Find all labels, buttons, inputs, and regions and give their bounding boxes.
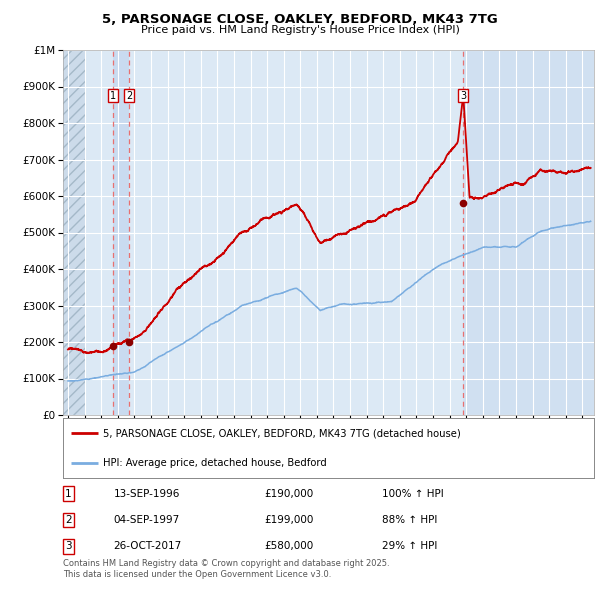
Text: 3: 3 [460, 91, 466, 101]
Text: Price paid vs. HM Land Registry's House Price Index (HPI): Price paid vs. HM Land Registry's House … [140, 25, 460, 35]
Text: £580,000: £580,000 [265, 542, 314, 552]
Text: 88% ↑ HPI: 88% ↑ HPI [382, 515, 437, 525]
Bar [113, 50, 129, 415]
Bar [463, 50, 594, 415]
Text: 5, PARSONAGE CLOSE, OAKLEY, BEDFORD, MK43 7TG: 5, PARSONAGE CLOSE, OAKLEY, BEDFORD, MK4… [102, 13, 498, 26]
Text: 2: 2 [126, 91, 132, 101]
Text: 29% ↑ HPI: 29% ↑ HPI [382, 542, 437, 552]
Text: 04-SEP-1997: 04-SEP-1997 [113, 515, 179, 525]
Text: 2: 2 [65, 515, 71, 525]
Text: 5, PARSONAGE CLOSE, OAKLEY, BEDFORD, MK43 7TG (detached house): 5, PARSONAGE CLOSE, OAKLEY, BEDFORD, MK4… [103, 428, 461, 438]
Text: Contains HM Land Registry data © Crown copyright and database right 2025.
This d: Contains HM Land Registry data © Crown c… [63, 559, 389, 579]
Text: £190,000: £190,000 [265, 489, 314, 499]
Text: HPI: Average price, detached house, Bedford: HPI: Average price, detached house, Bedf… [103, 458, 326, 468]
Text: 100% ↑ HPI: 100% ↑ HPI [382, 489, 443, 499]
Text: 26-OCT-2017: 26-OCT-2017 [113, 542, 182, 552]
Text: 1: 1 [65, 489, 71, 499]
Text: £199,000: £199,000 [265, 515, 314, 525]
Text: 1: 1 [110, 91, 116, 101]
Text: 13-SEP-1996: 13-SEP-1996 [113, 489, 180, 499]
Bar [63, 50, 85, 415]
Text: 3: 3 [65, 542, 71, 552]
